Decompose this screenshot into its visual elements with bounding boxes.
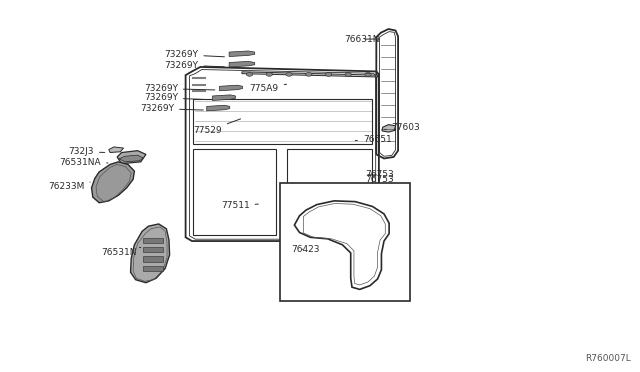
Text: 77603: 77603 (385, 123, 420, 132)
Circle shape (325, 73, 332, 76)
Bar (280, 183, 410, 301)
Polygon shape (229, 61, 255, 67)
Circle shape (306, 73, 312, 76)
Polygon shape (92, 162, 134, 203)
Text: 76753: 76753 (365, 175, 394, 184)
Polygon shape (207, 105, 230, 111)
Text: 732J3: 732J3 (68, 147, 105, 156)
Text: 77511: 77511 (221, 201, 259, 210)
Text: 76531NA: 76531NA (60, 158, 108, 167)
Polygon shape (229, 51, 255, 57)
Text: 76423: 76423 (291, 245, 320, 254)
Polygon shape (109, 147, 124, 153)
Bar (143, 247, 163, 252)
Bar (193, 99, 372, 144)
Polygon shape (131, 224, 170, 283)
Circle shape (246, 73, 253, 76)
Text: 77529: 77529 (193, 119, 241, 135)
Text: 76631N: 76631N (344, 35, 380, 44)
Polygon shape (220, 85, 243, 91)
Text: 73269Y: 73269Y (164, 61, 225, 70)
Text: 775A9: 775A9 (250, 84, 287, 93)
Polygon shape (119, 155, 143, 162)
Bar (287, 149, 372, 235)
Circle shape (266, 73, 273, 76)
Text: 73269Y: 73269Y (144, 93, 209, 102)
Text: 76651: 76651 (355, 135, 392, 144)
Text: 76233M: 76233M (48, 182, 90, 191)
Text: R760007L: R760007L (585, 354, 630, 363)
Bar (143, 266, 163, 271)
Bar (143, 256, 163, 262)
Polygon shape (117, 151, 146, 164)
Circle shape (286, 73, 292, 76)
Text: 76753: 76753 (365, 170, 394, 179)
Text: 76531N: 76531N (101, 247, 141, 257)
Text: 73269Y: 73269Y (144, 84, 215, 93)
Bar (143, 238, 163, 243)
Text: 73269Y: 73269Y (140, 104, 204, 113)
Circle shape (345, 73, 351, 76)
Polygon shape (242, 72, 378, 77)
Circle shape (365, 73, 371, 76)
Text: 73269Y: 73269Y (164, 50, 225, 59)
Polygon shape (212, 95, 236, 100)
Bar (193, 149, 276, 235)
Polygon shape (382, 125, 396, 132)
